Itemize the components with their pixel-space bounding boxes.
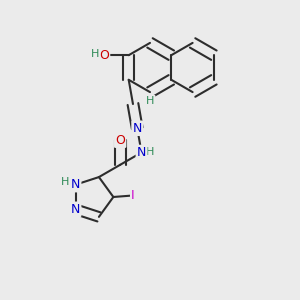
Text: H: H bbox=[146, 96, 154, 106]
Text: N: N bbox=[71, 178, 80, 191]
Text: N: N bbox=[71, 203, 80, 216]
Text: N: N bbox=[133, 122, 142, 135]
Text: N: N bbox=[137, 146, 146, 159]
Text: I: I bbox=[131, 189, 135, 202]
Text: O: O bbox=[99, 49, 109, 62]
Text: H: H bbox=[61, 177, 69, 187]
Text: O: O bbox=[115, 134, 125, 147]
Text: H: H bbox=[146, 148, 154, 158]
Text: H: H bbox=[91, 49, 99, 59]
